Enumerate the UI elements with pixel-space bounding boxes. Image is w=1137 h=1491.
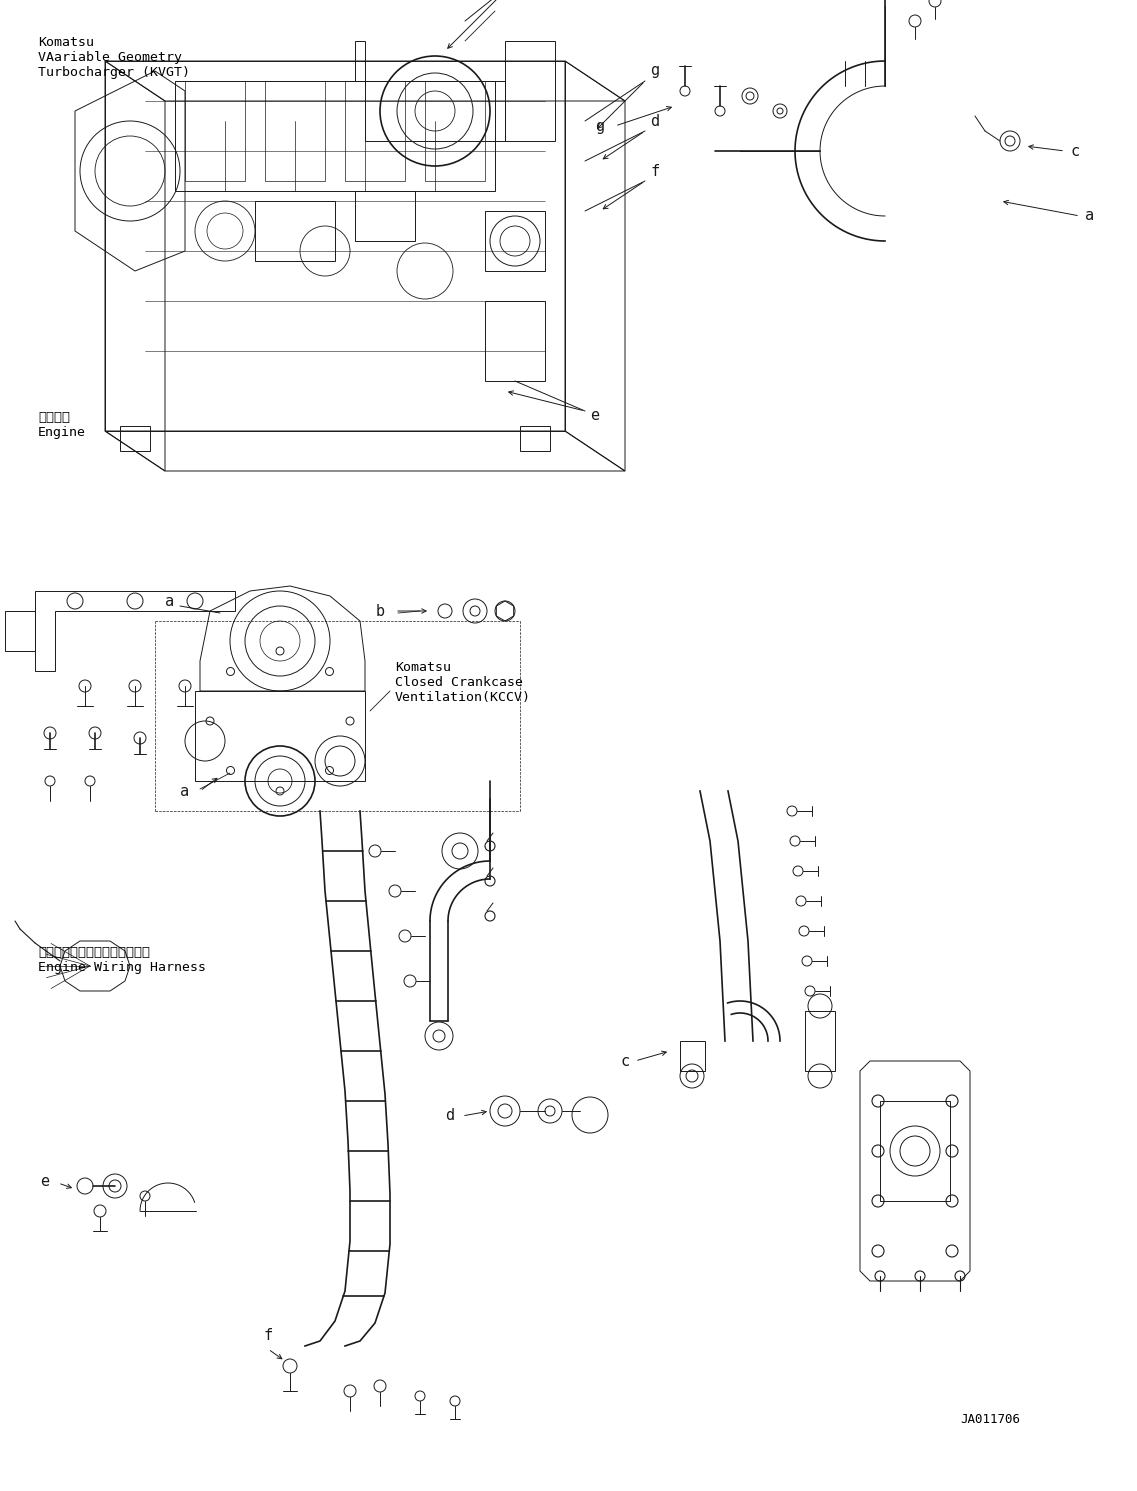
Bar — [505, 40, 555, 142]
Text: c: c — [1070, 143, 1079, 158]
Text: e: e — [41, 1173, 50, 1188]
Text: a: a — [1086, 209, 1095, 224]
Bar — [365, 81, 505, 142]
Bar — [265, 81, 325, 180]
Bar — [805, 1011, 835, 1071]
Bar — [880, 1100, 951, 1200]
Text: c: c — [621, 1054, 630, 1069]
Bar — [175, 81, 495, 191]
Bar — [425, 81, 485, 180]
Text: b: b — [375, 604, 384, 619]
Text: JA011706: JA011706 — [960, 1413, 1020, 1425]
Text: Komatsu
Closed Crankcase
Ventilation(KCCV): Komatsu Closed Crankcase Ventilation(KCC… — [395, 661, 531, 704]
Text: g: g — [650, 64, 659, 79]
Bar — [485, 212, 545, 271]
Text: d: d — [650, 113, 659, 128]
Bar — [355, 191, 415, 242]
Text: f: f — [264, 1328, 273, 1343]
Text: f: f — [650, 164, 659, 179]
Bar — [255, 201, 335, 261]
Bar — [680, 1041, 705, 1071]
Bar — [345, 81, 405, 180]
Text: a: a — [181, 783, 190, 799]
Text: エンジン
Engine: エンジン Engine — [38, 412, 86, 438]
Text: a: a — [166, 593, 175, 608]
Bar — [485, 301, 545, 382]
Text: e: e — [590, 409, 599, 423]
Bar — [520, 426, 550, 450]
Text: Komatsu
VAariable Geometry
Turbocharger (KVGT): Komatsu VAariable Geometry Turbocharger … — [38, 36, 190, 79]
Bar — [185, 81, 244, 180]
Text: d: d — [446, 1108, 455, 1124]
Bar — [121, 426, 150, 450]
Text: g: g — [596, 118, 605, 134]
Text: エンジンワイヤリングハーネス
Engine Wiring Harness: エンジンワイヤリングハーネス Engine Wiring Harness — [38, 945, 206, 974]
